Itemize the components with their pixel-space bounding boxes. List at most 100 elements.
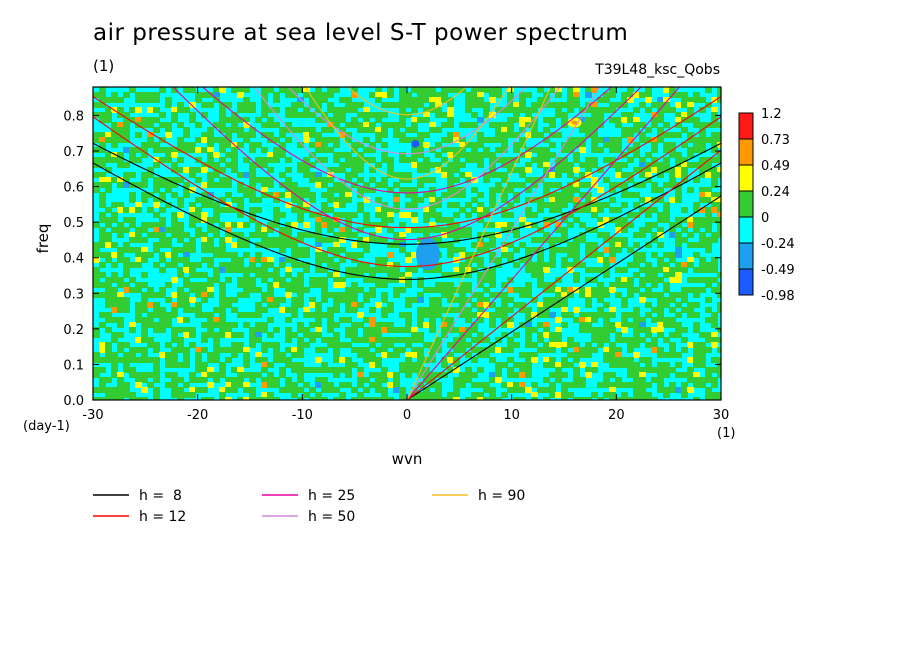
heatmap-cell (321, 142, 328, 148)
heatmap-cell (549, 117, 556, 123)
heatmap-cell (363, 332, 370, 338)
y-tick-label: 0.3 (63, 287, 84, 302)
heatmap-cell (357, 127, 364, 133)
heatmap-cell (327, 237, 334, 243)
heatmap-cell (411, 252, 418, 258)
heatmap-cell (693, 327, 700, 333)
heatmap-cell (315, 332, 322, 338)
heatmap-cell (201, 337, 208, 343)
heatmap-cell (489, 372, 496, 378)
heatmap-cell (171, 362, 178, 368)
heatmap-cell (669, 152, 676, 158)
heatmap-cell (153, 347, 160, 353)
heatmap-cell (321, 177, 328, 183)
heatmap-cell (189, 142, 196, 148)
heatmap-cell (375, 212, 382, 218)
heatmap-cell (549, 247, 556, 253)
heatmap-cell (513, 362, 520, 368)
heatmap-cell (639, 337, 646, 343)
heatmap-cell (303, 187, 310, 193)
heatmap-cell (687, 147, 694, 153)
heatmap-cell (297, 372, 304, 378)
heatmap-cell (153, 187, 160, 193)
heatmap-cell (171, 87, 178, 93)
heatmap-cell (603, 332, 610, 338)
heatmap-cell (327, 342, 334, 348)
heatmap-cell (435, 242, 442, 248)
heatmap-cell (345, 367, 352, 373)
heatmap-cell (117, 302, 124, 308)
heatmap-cell (153, 362, 160, 368)
heatmap-cell (603, 312, 610, 318)
heatmap-cell (207, 367, 214, 373)
heatmap-cell (651, 237, 658, 243)
heatmap-cell (189, 377, 196, 383)
heatmap-cell (609, 142, 616, 148)
heatmap-cell (177, 232, 184, 238)
y-tick-label: 0.4 (63, 252, 84, 267)
heatmap-cell (411, 117, 418, 123)
heatmap-cell (579, 312, 586, 318)
heatmap-cell (423, 227, 430, 233)
heatmap-cell (291, 87, 298, 93)
heatmap-cell (249, 142, 256, 148)
heatmap-cell (663, 182, 670, 188)
heatmap-cell (615, 217, 622, 223)
heatmap-cell (135, 382, 142, 388)
heatmap-cell (441, 137, 448, 143)
heatmap-cell (621, 362, 628, 368)
heatmap-cell (657, 242, 664, 248)
heatmap-cell (681, 237, 688, 243)
heatmap-cell (333, 137, 340, 143)
heatmap-cell (381, 377, 388, 383)
heatmap-cell (501, 382, 508, 388)
heatmap-cell (453, 212, 460, 218)
heatmap-cell (393, 192, 400, 198)
heatmap-cell (507, 122, 514, 128)
heatmap-cell (219, 197, 226, 203)
heatmap-cell (711, 342, 718, 348)
heatmap-cell (123, 132, 130, 138)
heatmap-cell (489, 242, 496, 248)
heatmap-cell (411, 187, 418, 193)
heatmap-cell (519, 287, 526, 293)
heatmap-cell (165, 187, 172, 193)
heatmap-cell (615, 277, 622, 283)
heatmap-cell (333, 292, 340, 298)
heatmap-cell (717, 217, 721, 223)
heatmap-cell (549, 357, 556, 363)
heatmap-cell (591, 287, 598, 293)
heatmap-cell (381, 122, 388, 128)
heatmap-cell (669, 292, 676, 298)
heatmap-cell (111, 177, 118, 183)
heatmap-cell (621, 112, 628, 118)
heatmap-cell (117, 137, 124, 143)
heatmap-cell (207, 127, 214, 133)
heatmap-cell (123, 267, 130, 273)
heatmap-cell (693, 227, 700, 233)
heatmap-cell (279, 297, 286, 303)
heatmap-cell (621, 117, 628, 123)
heatmap-cell (417, 102, 424, 108)
heatmap-cell (117, 387, 124, 393)
heatmap-cell (633, 147, 640, 153)
heatmap-cell (237, 347, 244, 353)
heatmap-cell (171, 392, 178, 398)
heatmap-cell (459, 262, 466, 268)
heatmap-cell (699, 332, 706, 338)
heatmap-cell (117, 222, 124, 228)
heatmap-cell (681, 292, 688, 298)
heatmap-cell (507, 342, 514, 348)
heatmap-cell (669, 317, 676, 323)
heatmap-cell (405, 272, 412, 278)
heatmap-cell (105, 242, 112, 248)
heatmap-cell (375, 387, 382, 393)
heatmap-cell (261, 367, 268, 373)
heatmap-cell (375, 257, 382, 263)
heatmap-cell (285, 202, 292, 208)
heatmap-cell (699, 362, 706, 368)
heatmap-cell (603, 237, 610, 243)
heatmap-cell (681, 382, 688, 388)
heatmap-cell (363, 217, 370, 223)
heatmap-cell (387, 397, 394, 400)
